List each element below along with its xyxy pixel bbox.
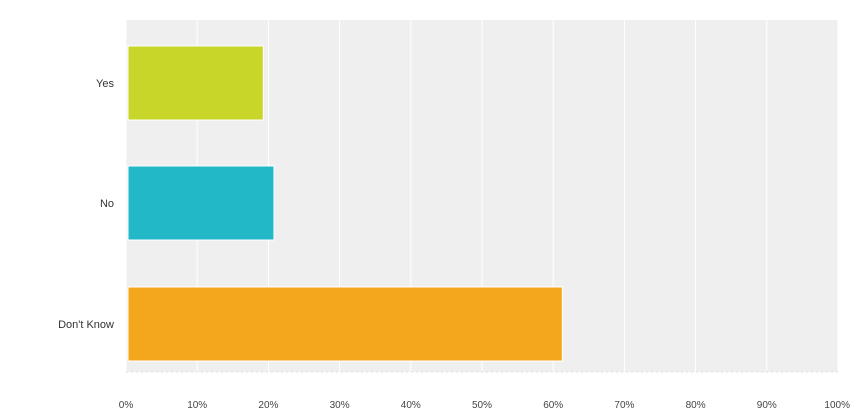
x-tick-label: 20% [258, 400, 278, 411]
category-labels: Yes No Don't Know [58, 78, 114, 331]
x-axis-tick-labels: 0% 10% 20% 30% 40% 50% 60% 70% 80% 90% 100% [119, 400, 850, 411]
category-label: No [100, 198, 114, 210]
bars-group [127, 45, 563, 362]
category-label: Yes [96, 78, 114, 90]
x-tick-label: 60% [543, 400, 563, 411]
x-tick-label: 10% [187, 400, 207, 411]
x-tick-label: 40% [401, 400, 421, 411]
x-tick-label: 100% [824, 400, 850, 411]
bar-yes [127, 45, 264, 121]
x-tick-label: 0% [119, 400, 134, 411]
x-tick-label: 90% [757, 400, 777, 411]
bar-no [127, 165, 275, 241]
x-tick-label: 70% [614, 400, 634, 411]
x-tick-label: 50% [472, 400, 492, 411]
bar-don-t-know [127, 286, 563, 362]
x-tick-label: 30% [330, 400, 350, 411]
category-label: Don't Know [58, 319, 114, 331]
x-tick-label: 80% [686, 400, 706, 411]
